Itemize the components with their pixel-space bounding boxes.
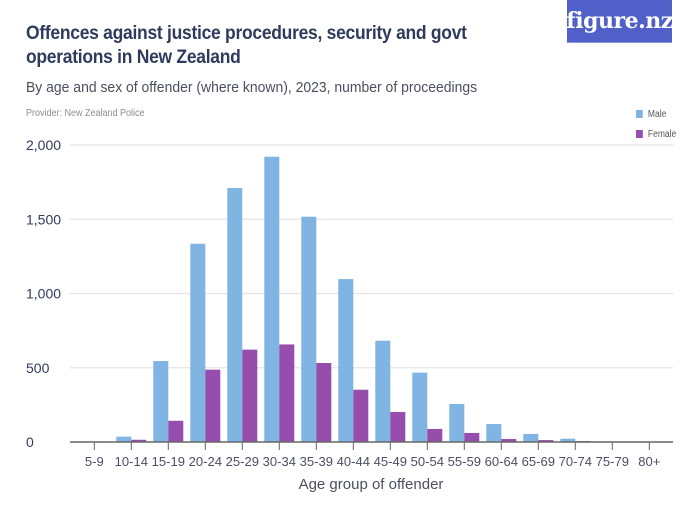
bar-female xyxy=(242,349,258,442)
bar-male xyxy=(190,243,206,442)
x-tick-label: 75-79 xyxy=(596,454,629,469)
bar-male xyxy=(153,361,169,442)
chart-subtitle: By age and sex of offender (where known)… xyxy=(26,79,478,96)
bar-female xyxy=(168,420,184,442)
x-tick-label: 65-69 xyxy=(522,454,555,469)
chart-title: Offences against justice procedures, sec… xyxy=(26,23,467,68)
bar-male xyxy=(375,340,391,442)
x-tick-label: 60-64 xyxy=(485,454,518,469)
x-tick-label: 5-9 xyxy=(85,454,104,469)
legend-swatch-male xyxy=(636,110,643,118)
x-tick-label: 55-59 xyxy=(448,454,481,469)
bar-male xyxy=(338,279,354,442)
x-tick-label: 80+ xyxy=(638,454,660,469)
bar-male xyxy=(116,436,132,442)
y-tick-label: 500 xyxy=(26,360,50,376)
bar-female xyxy=(205,369,221,442)
legend-swatch-female xyxy=(636,130,643,138)
bar-female xyxy=(353,389,369,442)
y-tick-label: 1,500 xyxy=(26,211,61,227)
bar-female xyxy=(427,428,443,442)
figure-nz-logo[interactable]: figure.nz xyxy=(566,0,673,43)
y-tick-label: 2,000 xyxy=(26,137,61,153)
x-tick-label: 45-49 xyxy=(374,454,407,469)
x-tick-label: 40-44 xyxy=(337,454,370,469)
x-tick-label: 20-24 xyxy=(189,454,222,469)
bar-male xyxy=(301,216,317,442)
bar-female xyxy=(316,362,332,442)
x-tick-label: 35-39 xyxy=(300,454,333,469)
x-tick-label: 10-14 xyxy=(115,454,148,469)
x-tick-label: 15-19 xyxy=(152,454,185,469)
bar-female xyxy=(538,440,554,442)
legend-label-male: Male xyxy=(647,108,667,120)
bar-female xyxy=(279,344,295,442)
legend-item-female: Female xyxy=(636,124,676,144)
bar-female xyxy=(131,439,147,442)
bar-female xyxy=(501,439,517,442)
legend-label-female: Female xyxy=(647,128,677,140)
bar-male xyxy=(264,156,280,442)
bar-male xyxy=(412,372,428,442)
y-tick-label: 0 xyxy=(26,434,34,450)
bar-female xyxy=(464,432,480,442)
bar-male xyxy=(560,438,576,442)
x-axis-title: Age group of offender xyxy=(299,476,444,493)
bar-female xyxy=(390,412,406,442)
legend: Male Female xyxy=(636,104,683,144)
x-tick-label: 50-54 xyxy=(411,454,444,469)
x-tick-label: 30-34 xyxy=(263,454,296,469)
x-tick-label: 70-74 xyxy=(559,454,592,469)
provider-text: Provider: New Zealand Police xyxy=(26,108,145,119)
bar-male xyxy=(227,188,243,442)
bar-male xyxy=(449,403,465,442)
x-tick-label: 25-29 xyxy=(226,454,259,469)
bar-male xyxy=(486,424,502,442)
y-tick-label: 1,000 xyxy=(26,286,61,302)
legend-item-male: Male xyxy=(636,104,676,124)
bar-male xyxy=(523,433,539,442)
